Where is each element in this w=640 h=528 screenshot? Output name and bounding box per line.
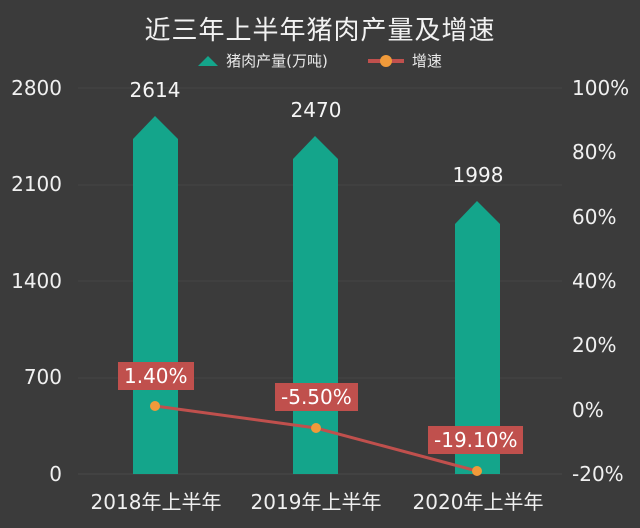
growth-marker <box>472 466 482 476</box>
bar-2018 <box>133 116 178 474</box>
right-axis-tick: 80% <box>572 140 617 164</box>
x-axis-label: 2019年上半年 <box>250 490 382 514</box>
growth-marker <box>311 423 321 433</box>
bar-value-label: 2470 <box>290 98 342 122</box>
right-axis-tick: 100% <box>572 76 630 100</box>
right-axis-tick: -20% <box>572 462 624 486</box>
x-axis-label: 2018年上半年 <box>90 490 222 514</box>
legend-label: 增速 <box>411 52 442 70</box>
bar-value-label: 1998 <box>452 163 504 187</box>
right-axis-tick: 40% <box>572 269 617 293</box>
left-axis-tick: 2100 <box>11 172 62 196</box>
legend: 猪肉产量(万吨) 增速 <box>0 50 640 71</box>
bar-value-label: 2614 <box>129 78 181 102</box>
left-axis-tick: 2800 <box>11 76 62 100</box>
right-axis-tick: 0% <box>572 398 604 422</box>
bar-2020 <box>455 201 500 474</box>
left-axis-tick: 0 <box>49 462 62 486</box>
growth-marker <box>150 401 160 411</box>
legend-label: 猪肉产量(万吨) <box>226 52 328 70</box>
growth-value-label: -5.50% <box>275 383 358 411</box>
growth-value-label: 1.40% <box>118 362 194 390</box>
growth-value-label: -19.10% <box>428 426 524 454</box>
legend-item-growth: 增速 <box>367 50 442 71</box>
right-axis-tick: 60% <box>572 205 617 229</box>
triangle-teal-icon <box>198 55 219 66</box>
x-axis-label: 2020年上半年 <box>412 490 544 514</box>
line-dot-icon <box>367 54 404 67</box>
right-axis-tick: 20% <box>572 333 617 357</box>
left-axis-tick: 700 <box>23 365 62 389</box>
chart-title: 近三年上半年猪肉产量及增速 <box>144 16 496 46</box>
left-axis-tick: 1400 <box>11 269 62 293</box>
legend-item-production: 猪肉产量(万吨) <box>198 50 328 71</box>
